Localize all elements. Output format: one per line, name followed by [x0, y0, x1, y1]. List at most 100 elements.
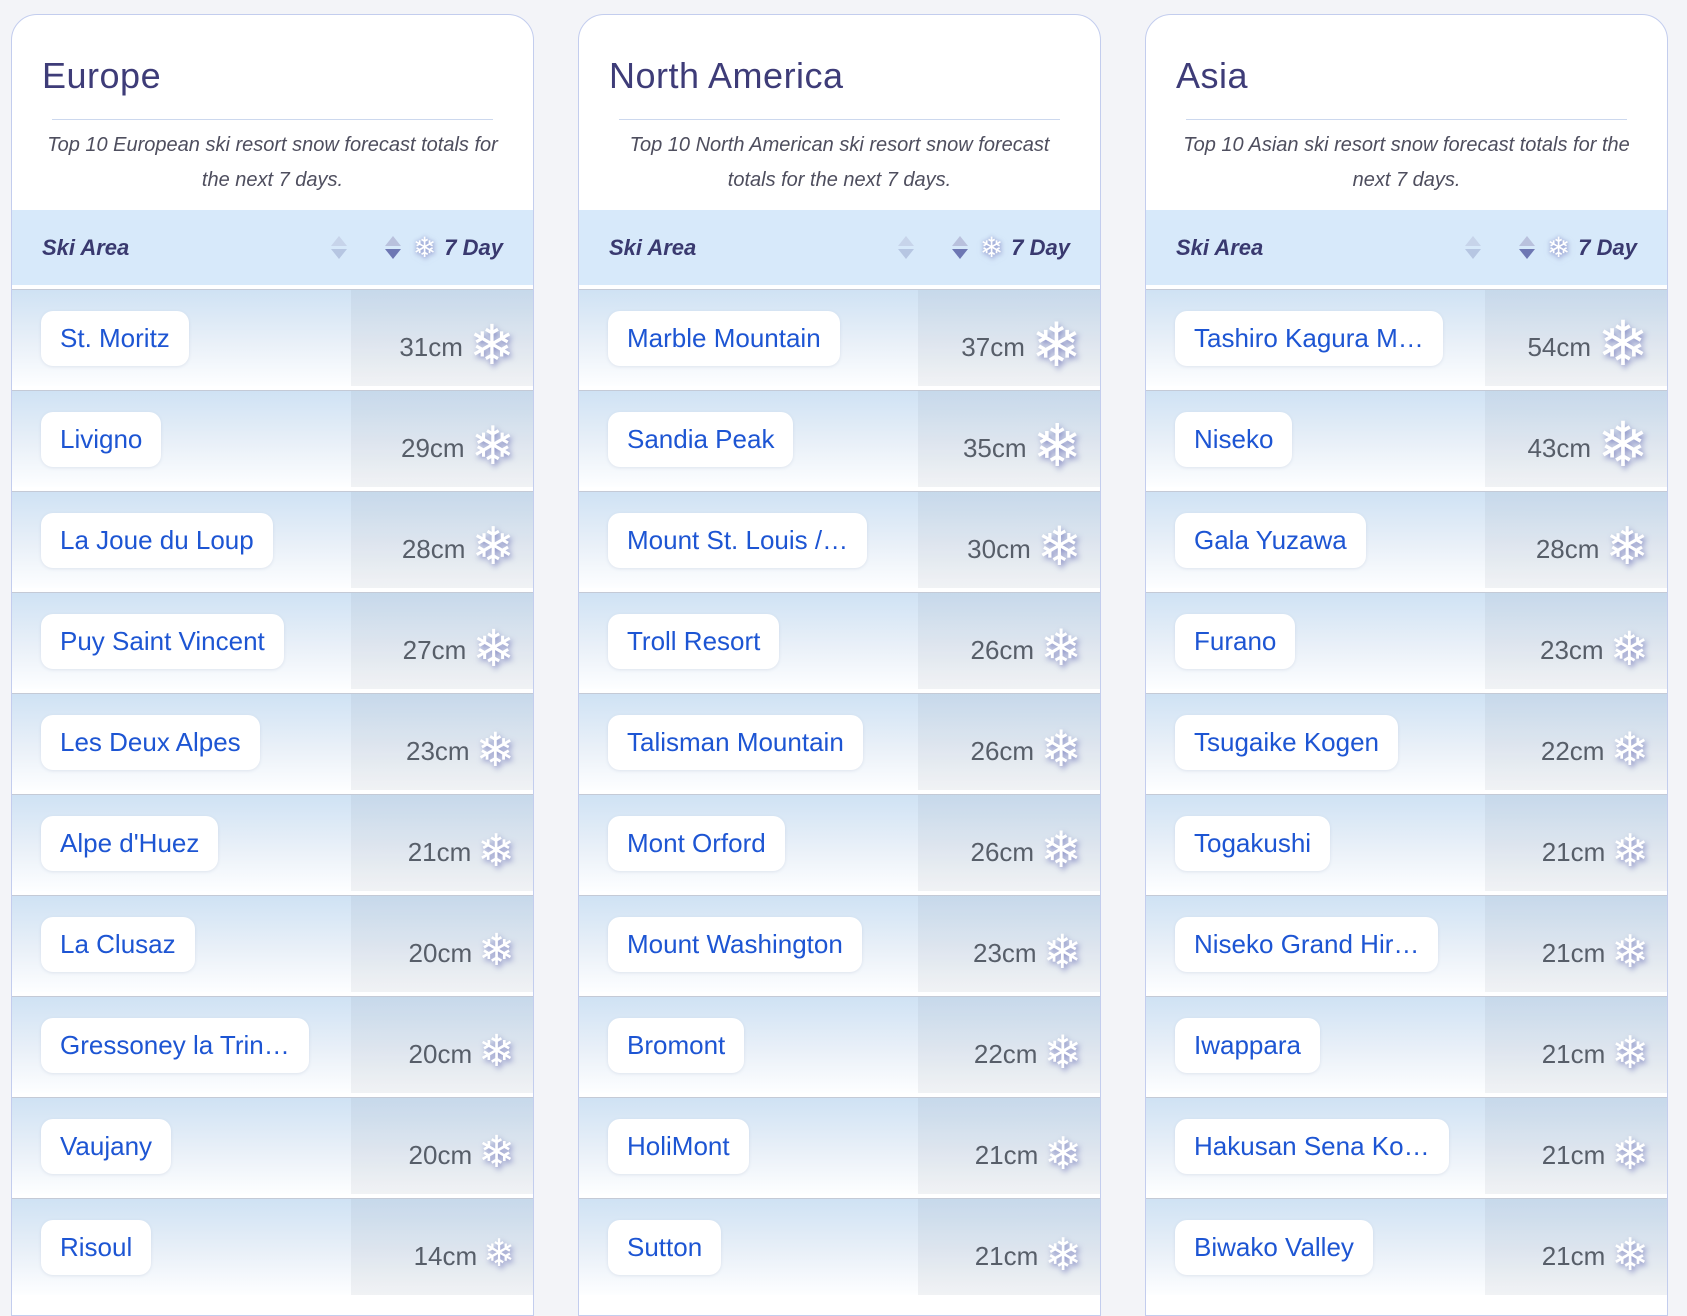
- seven-day-column-header[interactable]: 7 Day: [1578, 234, 1637, 260]
- snow-amount: 21cm: [1541, 1139, 1606, 1170]
- snowflake-icon: ❄: [478, 926, 515, 975]
- snow-amount: 22cm: [1540, 735, 1605, 766]
- resort-link[interactable]: St. Moritz: [41, 310, 189, 366]
- table-row: Mount Washington 23cm ❄: [579, 895, 1100, 992]
- snow-amount: 26cm: [970, 735, 1035, 766]
- seven-day-cell: 28cm ❄: [1484, 492, 1667, 588]
- sort-descending-icon[interactable]: [1518, 236, 1535, 259]
- sort-descending-icon[interactable]: [384, 236, 401, 259]
- snow-amount: 21cm: [974, 1139, 1039, 1170]
- ski-area-cell: Alpe d'Huez: [12, 795, 351, 891]
- seven-day-cell: 21cm ❄: [917, 1098, 1100, 1194]
- region-title: Europe: [42, 55, 162, 96]
- snowflake-icon: ❄: [475, 722, 515, 776]
- resort-link[interactable]: Sutton: [608, 1219, 722, 1275]
- table-row: La Clusaz 20cm ❄: [12, 895, 533, 992]
- resort-link[interactable]: La Clusaz: [41, 916, 195, 972]
- ski-area-cell: HoliMont: [579, 1098, 918, 1194]
- region-subtitle: Top 10 North American ski resort snow fo…: [629, 134, 1050, 191]
- resort-link[interactable]: Puy Saint Vincent: [41, 613, 284, 669]
- snowflake-icon: ❄: [1042, 924, 1082, 978]
- resort-link[interactable]: Gala Yuzawa: [1175, 512, 1366, 568]
- seven-day-cell: 20cm ❄: [350, 997, 533, 1093]
- resort-link[interactable]: Talisman Mountain: [608, 714, 863, 770]
- seven-day-cell: 26cm ❄: [917, 694, 1100, 790]
- resort-link[interactable]: Niseko Grand Hir…: [1175, 916, 1439, 972]
- seven-day-column-header[interactable]: 7 Day: [444, 234, 503, 260]
- resort-link[interactable]: Niseko: [1175, 411, 1293, 467]
- table-row: Sandia Peak 35cm ❄: [579, 390, 1100, 487]
- resort-link[interactable]: Alpe d'Huez: [41, 815, 219, 871]
- region-card-north-america: North America Top 10 North American ski …: [578, 14, 1101, 1316]
- resort-link[interactable]: Hakusan Sena Ko…: [1175, 1118, 1449, 1174]
- ski-area-cell: Puy Saint Vincent: [12, 593, 351, 689]
- ski-area-column-header[interactable]: Ski Area: [609, 234, 697, 260]
- sort-diamond-icon[interactable]: [897, 236, 914, 259]
- resort-link[interactable]: HoliMont: [608, 1118, 749, 1174]
- snow-amount: 30cm: [967, 533, 1031, 564]
- snow-amount: 21cm: [1541, 836, 1606, 867]
- seven-day-cell: 23cm ❄: [1484, 593, 1667, 689]
- seven-day-cell: 23cm ❄: [350, 694, 533, 790]
- resort-link[interactable]: Risoul: [41, 1219, 152, 1275]
- ski-area-cell: Togakushi: [1146, 795, 1485, 891]
- seven-day-cell: 21cm ❄: [1484, 1199, 1667, 1295]
- ski-area-column-header[interactable]: Ski Area: [42, 234, 130, 260]
- seven-day-cell: 21cm ❄: [1484, 896, 1667, 992]
- table-row: Troll Resort 26cm ❄: [579, 592, 1100, 689]
- seven-day-cell: 26cm ❄: [917, 593, 1100, 689]
- ski-area-cell: Tashiro Kagura M…: [1146, 290, 1485, 386]
- resort-link[interactable]: Marble Mountain: [608, 310, 840, 366]
- snowflake-icon: ❄: [1040, 620, 1082, 676]
- resort-link[interactable]: Vaujany: [41, 1118, 172, 1174]
- table-row: Alpe d'Huez 21cm ❄: [12, 794, 533, 891]
- resort-link[interactable]: Togakushi: [1175, 815, 1331, 871]
- seven-day-column-header[interactable]: 7 Day: [1011, 234, 1070, 260]
- table-row: Risoul 14cm ❄: [12, 1198, 533, 1295]
- ski-area-column-header[interactable]: Ski Area: [1176, 234, 1264, 260]
- resort-link[interactable]: Tsugaike Kogen: [1175, 714, 1399, 770]
- snowflake-icon: ❄: [979, 231, 1004, 263]
- seven-day-cell: 21cm ❄: [1484, 997, 1667, 1093]
- resort-link[interactable]: Mount St. Louis /…: [608, 512, 868, 568]
- resort-link[interactable]: Bromont: [608, 1017, 745, 1073]
- resort-link[interactable]: Les Deux Alpes: [41, 714, 260, 770]
- resort-link[interactable]: Mount Washington: [608, 916, 862, 972]
- resort-link[interactable]: Tashiro Kagura M…: [1175, 310, 1443, 366]
- resort-link[interactable]: Gressoney la Trin…: [41, 1017, 309, 1073]
- seven-day-cell: 22cm ❄: [1484, 694, 1667, 790]
- sort-diamond-icon[interactable]: [1464, 236, 1481, 259]
- resort-link[interactable]: Troll Resort: [608, 613, 780, 669]
- resort-link[interactable]: Mont Orford: [608, 815, 785, 871]
- card-header: Asia Top 10 Asian ski resort snow foreca…: [1146, 15, 1667, 210]
- snow-amount: 26cm: [970, 634, 1035, 665]
- seven-day-cell: 22cm ❄: [917, 997, 1100, 1093]
- table-row: St. Moritz 31cm ❄: [12, 289, 533, 386]
- resort-link[interactable]: Iwappara: [1175, 1017, 1320, 1073]
- ski-area-cell: Tsugaike Kogen: [1146, 694, 1485, 790]
- snowflake-icon: ❄: [1036, 517, 1082, 577]
- ski-area-cell: Marble Mountain: [579, 290, 918, 386]
- snowflake-icon: ❄: [412, 231, 437, 263]
- resort-link[interactable]: Furano: [1175, 613, 1296, 669]
- resort-link[interactable]: La Joue du Loup: [41, 512, 273, 568]
- seven-day-cell: 29cm ❄: [350, 391, 533, 487]
- sort-descending-icon[interactable]: [951, 236, 968, 259]
- region-subtitle: Top 10 Asian ski resort snow forecast to…: [1183, 134, 1630, 191]
- resort-link[interactable]: Biwako Valley: [1175, 1219, 1373, 1275]
- resort-link[interactable]: Livigno: [41, 411, 162, 467]
- ski-area-cell: Niseko: [1146, 391, 1485, 487]
- sort-diamond-icon[interactable]: [330, 236, 347, 259]
- region-title: North America: [609, 55, 844, 96]
- table-row: Mont Orford 26cm ❄: [579, 794, 1100, 891]
- table-row: Niseko 43cm ❄: [1146, 390, 1667, 487]
- resort-link[interactable]: Sandia Peak: [608, 411, 794, 467]
- snowflake-icon: ❄: [470, 416, 515, 476]
- snowflake-icon: ❄: [1040, 822, 1082, 878]
- ski-area-cell: St. Moritz: [12, 290, 351, 386]
- table-header-row: Ski Area ❄ 7 Day: [12, 210, 533, 285]
- seven-day-cell: 26cm ❄: [917, 795, 1100, 891]
- snowflake-icon: ❄: [1044, 1127, 1082, 1179]
- ski-area-cell: Risoul: [12, 1199, 351, 1295]
